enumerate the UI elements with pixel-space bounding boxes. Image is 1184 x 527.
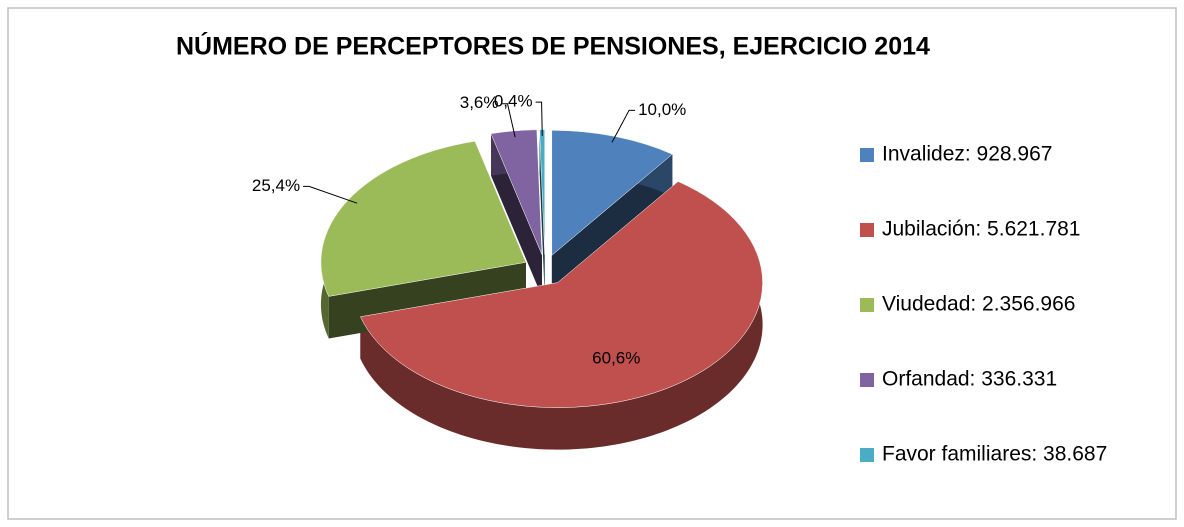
pie-tops [320, 129, 763, 408]
data-label: 60,6% [592, 349, 640, 368]
slice-wall [551, 154, 673, 298]
legend-label: Viudedad: 2.356.966 [882, 293, 1075, 316]
legend-swatch [860, 148, 874, 162]
leader-line [611, 109, 636, 143]
data-label: 25,4% [252, 176, 300, 195]
leader-line [303, 185, 358, 204]
leader-line [501, 103, 516, 138]
data-label: 3,6% [460, 93, 499, 112]
legend-label: Invalidez: 928.967 [882, 143, 1052, 166]
pie-labels: 10,0% 60,6% 25,4% 3,6%0,4% [252, 92, 686, 368]
data-label: 10,0% [638, 100, 686, 119]
legend-label: Orfandad: 336.331 [882, 368, 1057, 391]
legend-swatch [860, 298, 874, 312]
legend-swatch [860, 223, 874, 237]
legend-swatch [860, 373, 874, 387]
legend-label: Jubilación: 5.621.781 [882, 218, 1081, 241]
leader-line [535, 101, 543, 136]
data-label: 0,4% [494, 92, 533, 111]
legend-label: Favor familiares: 38.687 [882, 443, 1107, 466]
slice [360, 181, 763, 408]
legend-swatch [860, 448, 874, 462]
slice-wall [490, 133, 542, 297]
chart-title: NÚMERO DE PERCEPTORES DE PENSIONES, EJER… [176, 31, 930, 61]
